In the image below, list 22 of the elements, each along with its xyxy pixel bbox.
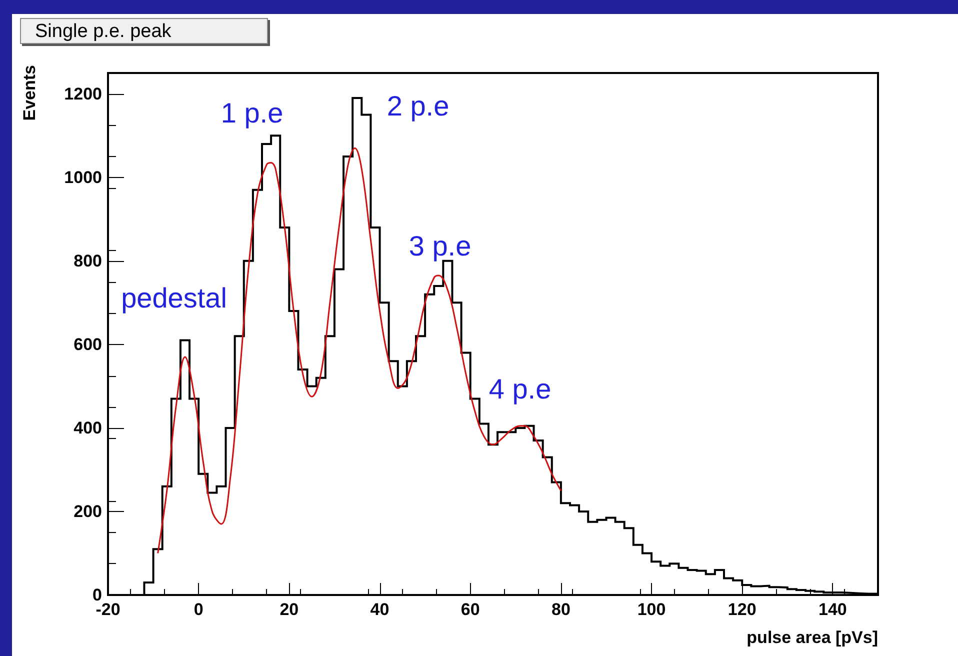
y-axis-title: Events <box>20 65 39 121</box>
chart-title: Single p.e. peak <box>20 18 268 44</box>
y-tick-label: 400 <box>74 418 102 438</box>
annotation: 2 p.e <box>386 90 450 122</box>
y-tick-label: 800 <box>74 251 102 270</box>
annotation: pedestal <box>121 282 227 314</box>
y-tick-label: 600 <box>74 334 102 354</box>
x-tick-label: 80 <box>551 600 570 619</box>
y-tick-label: 1200 <box>64 84 102 104</box>
x-tick-label: 60 <box>460 600 480 619</box>
x-tick-label: 20 <box>280 600 299 619</box>
annotation: 1 p.e <box>220 98 284 128</box>
annotation: 3 p.e <box>408 230 472 262</box>
x-tick-label: 40 <box>370 600 390 619</box>
x-tick-label: 100 <box>637 600 666 619</box>
x-tick-label: 140 <box>818 600 847 619</box>
x-tick-label: 0 <box>194 600 204 619</box>
y-tick-label: 1000 <box>64 168 102 187</box>
y-tick-label: 200 <box>74 502 102 521</box>
x-axis-title: pulse area [pVs] <box>746 628 878 647</box>
annotation: 4 p.e <box>488 374 552 404</box>
x-tick-label: 120 <box>728 600 756 619</box>
